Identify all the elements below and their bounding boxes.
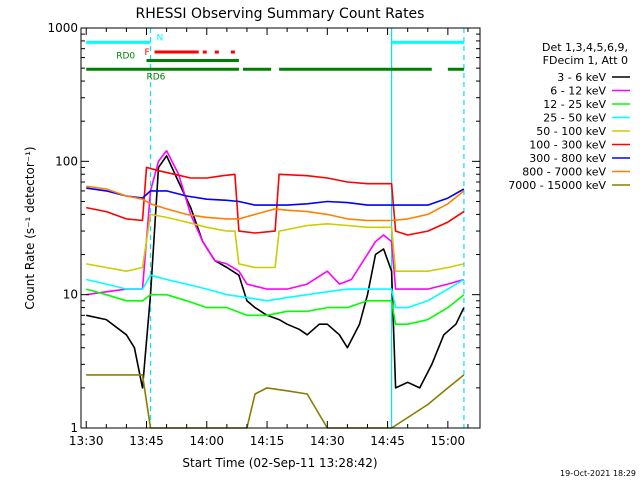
legend-label-3: 25 - 50 keV	[543, 112, 606, 125]
flag-label-n: N	[157, 33, 164, 43]
plot-frame	[80, 27, 481, 429]
x-tick-label: 14:30	[310, 434, 345, 448]
legend-label-4: 50 - 100 keV	[536, 125, 606, 138]
chart-title: RHESSI Observing Summary Count Rates	[136, 6, 425, 22]
plot-area: NF RD0 RD6	[85, 28, 465, 429]
legend: Det 1,3,4,5,6,9, FDecim 1, Att 0 3 - 6 k…	[508, 41, 630, 192]
y-tick-label: 1	[70, 421, 78, 435]
series-line-2	[85, 288, 465, 326]
flag-label-f: F	[145, 48, 150, 58]
legend-label-6: 300 - 800 keV	[529, 152, 606, 165]
legend-label-0: 3 - 6 keV	[557, 71, 606, 84]
x-tick-label: 15:00	[431, 434, 466, 448]
y-tick-label: 10	[63, 288, 78, 302]
y-tick-label: 1000	[47, 21, 78, 35]
x-tick-label: 13:45	[129, 434, 164, 448]
timestamp: 19-Oct-2021 18:29	[560, 469, 636, 478]
legend-header-line-1: Det 1,3,4,5,6,9,	[542, 41, 628, 54]
flag-label-rd0: RD0	[116, 52, 135, 62]
axes: 13:30 13:45 14:00 14:15 14:30 14:45 15:00 1 10 10…	[47, 21, 481, 448]
series-line-3	[86, 274, 465, 309]
x-axis-label: Start Time (02-Sep-11 13:28:42)	[182, 456, 377, 470]
series-line-6	[86, 187, 465, 206]
y-tick-label: 100	[55, 154, 78, 168]
series-line-8	[86, 374, 465, 429]
legend-label-5: 100 - 300 keV	[529, 139, 606, 152]
legend-label-7: 800 - 7000 keV	[522, 166, 606, 179]
legend-label-8: 7000 - 15000 keV	[508, 179, 606, 192]
series-line-5	[86, 166, 465, 236]
series-line-4	[86, 213, 465, 273]
y-axis-label: Count Rate (s⁻¹ detector⁻¹)	[23, 146, 37, 309]
legend-header-line-2: FDecim 1, Att 0	[543, 54, 628, 67]
flag-label-rd6: RD6	[147, 72, 166, 82]
legend-label-2: 12 - 25 keV	[543, 98, 606, 111]
x-tick-label: 13:30	[69, 434, 104, 448]
x-tick-label: 14:15	[250, 434, 285, 448]
series-line-1	[86, 150, 465, 296]
series-line-7	[86, 185, 465, 222]
x-tick-label: 14:45	[370, 434, 405, 448]
series-line-0	[86, 155, 465, 389]
x-tick-label: 14:00	[189, 434, 224, 448]
legend-label-1: 6 - 12 keV	[550, 85, 606, 98]
